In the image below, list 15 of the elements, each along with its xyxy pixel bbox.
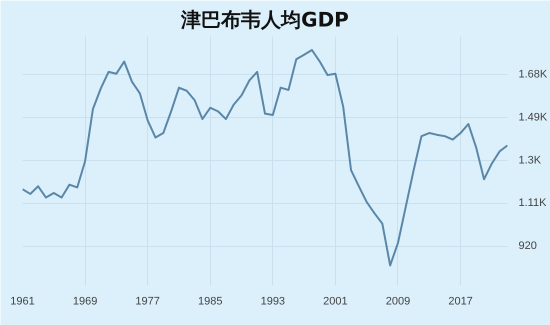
- y-tick-label: 1.49K: [518, 111, 548, 124]
- x-tick-label: 1961: [10, 296, 35, 308]
- y-tick-label: 1.11K: [518, 197, 548, 210]
- x-tick-label: 1985: [198, 296, 222, 308]
- x-tick-label: 2017: [448, 296, 473, 308]
- line-series: [22, 49, 508, 266]
- x-tick-label: 2001: [323, 296, 348, 308]
- x-tick-label: 2009: [386, 296, 410, 308]
- x-tick-label: 1977: [135, 296, 160, 308]
- y-tick-label: 920: [518, 240, 537, 252]
- y-tick-label: 1.3K: [518, 154, 542, 166]
- y-tick-label: 1.68K: [518, 68, 548, 81]
- x-tick-label: 1993: [260, 296, 286, 308]
- chart-title: 津巴布韦人均GDP: [180, 8, 349, 32]
- x-tick-label: 1969: [72, 296, 98, 308]
